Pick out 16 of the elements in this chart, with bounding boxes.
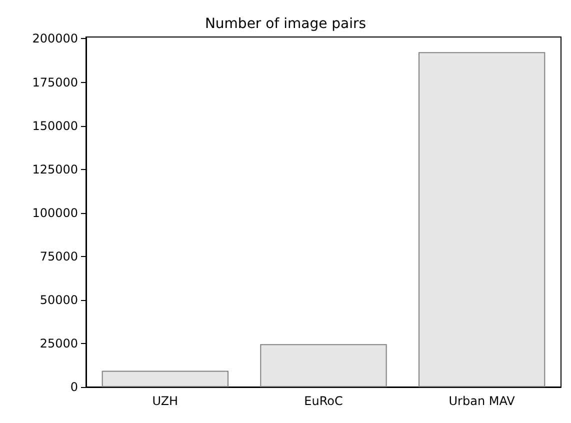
y-tick-label: 125000 xyxy=(32,162,78,176)
y-tick-label: 50000 xyxy=(40,292,78,307)
y-tick-label: 0 xyxy=(70,380,78,394)
x-tick-label: UZH xyxy=(152,394,178,408)
bar xyxy=(418,52,546,387)
bar xyxy=(260,344,387,387)
y-tick-label: 175000 xyxy=(32,75,78,90)
chart-title: Number of image pairs xyxy=(204,16,366,32)
y-tick-label: 100000 xyxy=(32,206,78,220)
bar xyxy=(102,370,228,387)
y-tick-label: 150000 xyxy=(32,118,78,133)
y-tick-label: 25000 xyxy=(40,336,78,350)
x-tick-label: EuRoC xyxy=(304,394,343,408)
x-tick-label: Urban MAV xyxy=(448,394,516,408)
y-tick-label: 75000 xyxy=(40,249,78,264)
y-tick-label: 200000 xyxy=(32,32,78,46)
